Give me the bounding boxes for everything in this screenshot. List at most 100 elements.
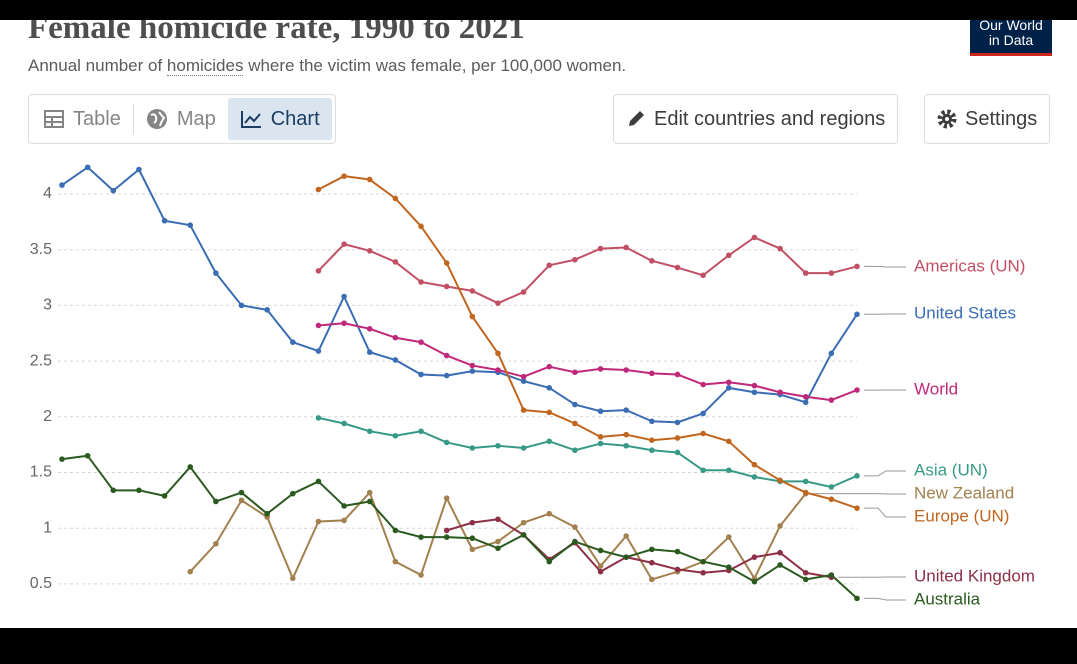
icon: [937, 109, 957, 129]
series-line: [318, 322, 858, 402]
data-point: [341, 293, 347, 300]
edit-button[interactable]: Edit countries and regions: [613, 94, 899, 144]
data-point: [751, 382, 758, 389]
label-leader: [864, 507, 906, 518]
data-point: [495, 442, 501, 449]
data-point: [290, 575, 296, 582]
data-point: [854, 505, 860, 511]
data-point: [136, 166, 142, 173]
subtitle-link[interactable]: homicides: [166, 56, 244, 76]
data-point: [392, 432, 399, 439]
data-point: [700, 569, 706, 576]
data-point: [161, 493, 168, 499]
data-point: [469, 313, 476, 320]
data-point: [777, 245, 783, 252]
data-point: [546, 363, 553, 370]
icon: [629, 111, 644, 126]
data-point: [443, 439, 450, 446]
data-point: [366, 498, 373, 505]
data-point: [649, 559, 655, 566]
data-point: [802, 393, 809, 400]
data-point: [238, 302, 245, 309]
data-point: [777, 477, 783, 484]
data-point: [649, 576, 655, 583]
series-line: [318, 416, 858, 488]
data-point: [290, 490, 296, 497]
data-point: [315, 268, 322, 274]
data-point: [802, 478, 809, 485]
data-point: [110, 187, 117, 194]
series-label: United States: [914, 303, 1016, 322]
data-point: [59, 182, 65, 188]
tab-chart[interactable]: Chart: [227, 98, 332, 140]
screen-bar: [0, 0, 1077, 20]
subtitle-text: where the victim was female, per 100,000…: [243, 56, 627, 75]
y-tick-label: 2.5: [30, 352, 52, 369]
data-point: [674, 435, 681, 441]
data-point: [828, 496, 835, 503]
data-point: [469, 288, 476, 294]
label-leader: [864, 470, 906, 477]
data-point: [751, 474, 758, 480]
data-point: [802, 489, 809, 496]
data-point: [700, 381, 706, 388]
data-point: [623, 407, 629, 413]
data-point: [649, 258, 655, 264]
data-point: [674, 371, 681, 378]
series-line: [446, 518, 832, 579]
icon: [44, 110, 64, 128]
data-point: [495, 545, 501, 552]
data-point: [341, 241, 347, 247]
data-point: [777, 523, 783, 529]
data-point: [828, 572, 835, 578]
icon: [240, 111, 261, 128]
label-leader: [864, 265, 906, 268]
data-point: [725, 385, 732, 391]
data-point: [572, 256, 578, 263]
data-point: [700, 272, 706, 279]
series-label: New Zealand: [914, 483, 1014, 502]
data-point: [854, 473, 860, 479]
data-point: [238, 489, 245, 496]
data-point: [623, 533, 629, 539]
data-point: [725, 467, 732, 474]
data-point: [84, 164, 91, 171]
data-point: [572, 369, 578, 376]
series-label: United Kingdom: [914, 566, 1035, 585]
icon: [146, 109, 167, 129]
tab-table[interactable]: Table: [32, 98, 133, 140]
y-tick-label: 3.5: [30, 241, 52, 258]
data-point: [828, 270, 835, 276]
data-point: [213, 498, 219, 505]
data-point: [418, 428, 424, 435]
y-tick-label: 1.5: [30, 464, 52, 481]
data-point: [392, 558, 399, 565]
divider: [132, 104, 134, 134]
data-point: [802, 399, 809, 406]
data-point: [315, 186, 322, 193]
data-point: [341, 173, 347, 179]
data-point: [366, 428, 373, 435]
data-point: [495, 300, 501, 306]
data-point: [443, 534, 450, 540]
logo[interactable]: Our World in Data: [970, 14, 1052, 56]
data-point: [341, 517, 347, 524]
data-point: [597, 568, 604, 575]
logo-line: in Data: [988, 32, 1034, 48]
data-point: [777, 549, 783, 556]
data-point: [649, 546, 655, 553]
data-point: [366, 325, 373, 332]
data-point: [828, 484, 835, 490]
settings-button[interactable]: Settings: [924, 94, 1051, 144]
data-point: [290, 339, 296, 345]
data-point: [341, 420, 347, 427]
tab-map[interactable]: Map: [134, 98, 228, 140]
data-point: [597, 408, 604, 415]
data-point: [725, 438, 732, 445]
data-point: [392, 527, 399, 534]
data-point: [520, 532, 527, 538]
data-point: [777, 389, 783, 396]
data-point: [725, 379, 732, 386]
data-point: [520, 519, 527, 526]
